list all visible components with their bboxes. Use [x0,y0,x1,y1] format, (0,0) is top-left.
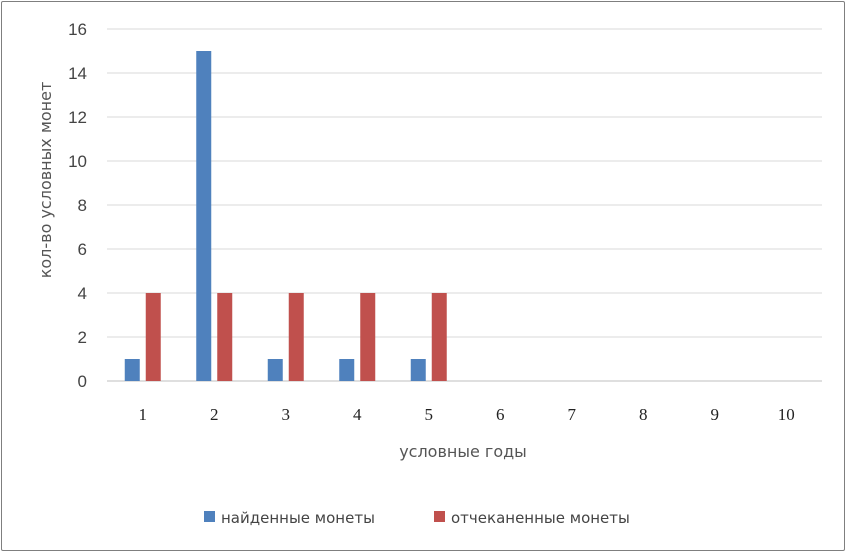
x-tick-label: 7 [568,405,577,424]
legend-label-found: найденные монеты [221,509,375,527]
bar-minted-3 [288,293,304,381]
x-tick-label: 9 [711,405,720,424]
y-tick-label: 4 [78,284,87,303]
x-tick-label: 6 [496,405,505,424]
gridlines [107,28,822,382]
bar-found-1 [124,359,140,381]
y-tick-label: 2 [78,328,87,347]
bar-found-3 [267,359,283,381]
bar-found-4 [339,359,355,381]
x-axis-title: условные годы [399,442,527,461]
bars [124,51,447,381]
y-tick-label: 10 [68,152,87,171]
x-tick-label: 1 [139,405,148,424]
y-tick-label: 6 [78,240,87,259]
bar-found-2 [196,51,212,381]
y-axis-ticks: 0 2 4 6 8 10 12 14 16 [68,20,87,391]
bar-minted-2 [217,293,233,381]
y-tick-label: 8 [78,196,87,215]
y-tick-label: 12 [68,108,87,127]
bar-minted-4 [360,293,376,381]
legend: найденные монеты отчеканенные монеты [204,509,630,527]
x-tick-label: 2 [210,405,219,424]
bar-found-5 [410,359,426,381]
x-axis-ticks: 1 2 3 4 5 6 7 8 9 10 [139,405,795,424]
y-tick-label: 16 [68,20,87,39]
legend-swatch-minted [434,511,445,522]
x-tick-label: 10 [778,405,795,424]
x-tick-label: 4 [353,405,362,424]
x-tick-label: 3 [282,405,291,424]
y-tick-label: 0 [78,372,87,391]
x-tick-label: 8 [639,405,648,424]
y-tick-label: 14 [68,64,87,83]
y-axis-title: кол-во условных монет [36,82,55,279]
x-tick-label: 5 [425,405,434,424]
bar-minted-5 [431,293,447,381]
legend-swatch-found [204,511,215,522]
bar-minted-1 [145,293,161,381]
legend-label-minted: отчеканенные монеты [451,509,630,527]
